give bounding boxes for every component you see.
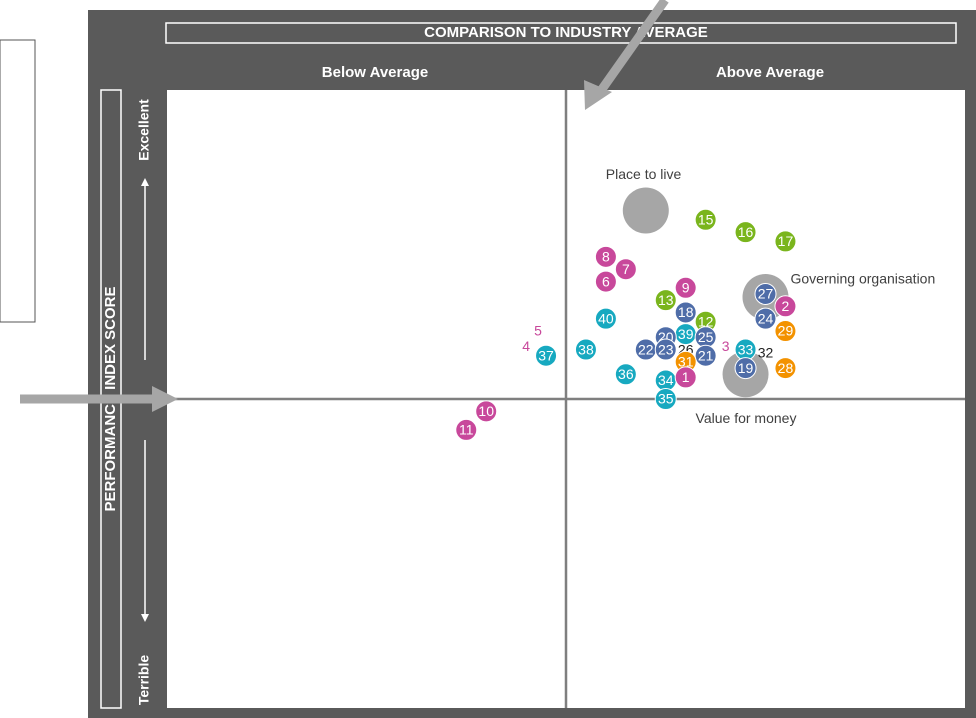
point bbox=[694, 344, 717, 367]
point-label: 2 bbox=[782, 298, 790, 314]
point-label: 29 bbox=[778, 323, 794, 339]
point-label: 16 bbox=[738, 224, 754, 240]
point-label: 3 bbox=[722, 338, 730, 354]
point bbox=[754, 282, 777, 305]
point bbox=[734, 357, 757, 380]
point bbox=[694, 208, 717, 231]
point-label: 37 bbox=[538, 347, 554, 363]
point bbox=[594, 270, 617, 293]
bubble-label: Governing organisation bbox=[791, 271, 936, 287]
point-label: 38 bbox=[578, 341, 594, 357]
bubble-label: Value for money bbox=[696, 410, 797, 426]
point-label: 23 bbox=[658, 341, 674, 357]
point bbox=[654, 338, 677, 361]
y-arrow-up-head bbox=[141, 178, 149, 186]
point-label: 21 bbox=[698, 347, 714, 363]
point-label: 36 bbox=[618, 366, 634, 382]
point-label: 12 bbox=[698, 313, 714, 329]
point-label: 24 bbox=[758, 310, 774, 326]
point-label: 1 bbox=[682, 369, 690, 385]
category-bubble bbox=[622, 187, 669, 234]
point bbox=[614, 363, 637, 386]
point bbox=[674, 301, 697, 324]
callout-arrow-top-head bbox=[584, 80, 612, 110]
point-label: 34 bbox=[658, 372, 674, 388]
y-arrow-down-head bbox=[141, 614, 149, 622]
point bbox=[774, 230, 797, 253]
point bbox=[455, 418, 478, 441]
point-label: 31 bbox=[678, 354, 694, 370]
point-label: 32 bbox=[758, 344, 774, 360]
callout-arrow-top bbox=[596, 0, 669, 95]
point-label: 8 bbox=[602, 249, 610, 265]
x-right-label: Above Average bbox=[716, 64, 824, 81]
point-label: 33 bbox=[738, 341, 754, 357]
point-label: 7 bbox=[622, 261, 630, 277]
point-label: 28 bbox=[778, 360, 794, 376]
point-label: 19 bbox=[738, 360, 754, 376]
point-label: 6 bbox=[602, 273, 610, 289]
point bbox=[594, 245, 617, 268]
point bbox=[754, 307, 777, 330]
plot: Place to live Governing organisation Value… bbox=[167, 90, 965, 708]
x-left-label: Below Average bbox=[322, 64, 428, 81]
y-bottom-label: Terrible bbox=[136, 655, 152, 706]
point bbox=[594, 307, 617, 330]
point-label: 25 bbox=[698, 329, 714, 345]
point bbox=[774, 357, 797, 380]
point-label: 35 bbox=[658, 391, 674, 407]
point bbox=[574, 338, 597, 361]
point-label: 10 bbox=[478, 403, 494, 419]
point-label: 15 bbox=[698, 211, 714, 227]
y-top-label: Excellent bbox=[136, 99, 152, 161]
point-label: 4 bbox=[522, 338, 530, 354]
point bbox=[674, 276, 697, 299]
bubble-label: Place to live bbox=[606, 166, 682, 182]
point-label: 17 bbox=[778, 233, 794, 249]
point bbox=[734, 221, 757, 244]
point bbox=[614, 258, 637, 281]
chart-title: COMPARISON TO INDUSTRY AVERAGE bbox=[424, 24, 708, 41]
callout-arrow-left-head bbox=[152, 386, 178, 412]
point bbox=[535, 344, 558, 367]
point-label: 39 bbox=[678, 326, 694, 342]
point-label: 40 bbox=[598, 310, 614, 326]
point-label: 22 bbox=[638, 341, 654, 357]
point-label: 5 bbox=[534, 323, 542, 339]
point-label: 9 bbox=[682, 279, 690, 295]
point bbox=[654, 388, 677, 410]
title-box bbox=[165, 22, 957, 44]
point bbox=[774, 320, 797, 343]
point bbox=[774, 295, 797, 318]
point bbox=[674, 366, 697, 389]
point-label: 13 bbox=[658, 292, 674, 308]
side-panel bbox=[0, 39, 36, 323]
point-label: 18 bbox=[678, 304, 694, 320]
point-label: 27 bbox=[758, 286, 774, 302]
point bbox=[475, 400, 498, 423]
point bbox=[654, 289, 677, 312]
point-label: 11 bbox=[459, 422, 474, 438]
